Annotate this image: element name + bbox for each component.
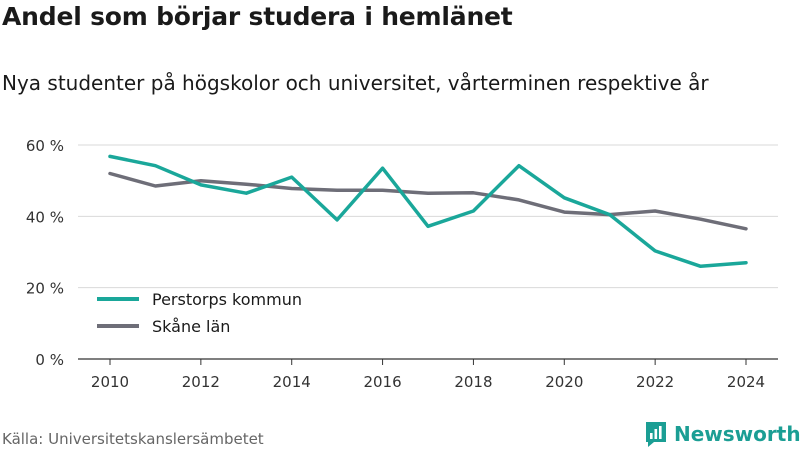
legend-label: Perstorps kommun [152,290,302,309]
x-tick-label: 2014 [273,373,311,391]
chart-title: Andel som börjar studera i hemlänet [2,2,513,31]
y-tick-label: 40 % [26,208,64,226]
x-tick-label: 2010 [91,373,129,391]
series-line-sk-ne-l-n [108,171,748,231]
series-line-perstorps-kommun [108,154,748,269]
y-tick-label: 0 % [35,351,64,369]
newsworthy-icon [646,422,666,447]
brand-name: Newsworthy [674,422,800,446]
y-tick-label: 20 % [26,280,64,298]
y-tick-label: 60 % [26,137,64,155]
newsworthy-logo: Newsworthy [644,420,800,448]
x-tick-label: 2020 [545,373,583,391]
x-tick-label: 2012 [182,373,220,391]
legend-label: Skåne län [152,317,230,336]
chart-subtitle: Nya studenter på högskolor och universit… [2,71,709,95]
source-note: Källa: Universitetskanslersämbetet [2,430,264,448]
axes: 0 % 20 % 40 % 60 % 2010 2012 2014 2016 2018 2020 2… [26,137,778,391]
x-tick-label: 2016 [363,373,401,391]
legend: Perstorps kommun Skåne län [97,290,302,336]
series [108,154,748,269]
x-tick-label: 2018 [454,373,492,391]
x-tick-label: 2024 [727,373,765,391]
x-tick-label: 2022 [636,373,674,391]
gridlines [78,144,778,289]
